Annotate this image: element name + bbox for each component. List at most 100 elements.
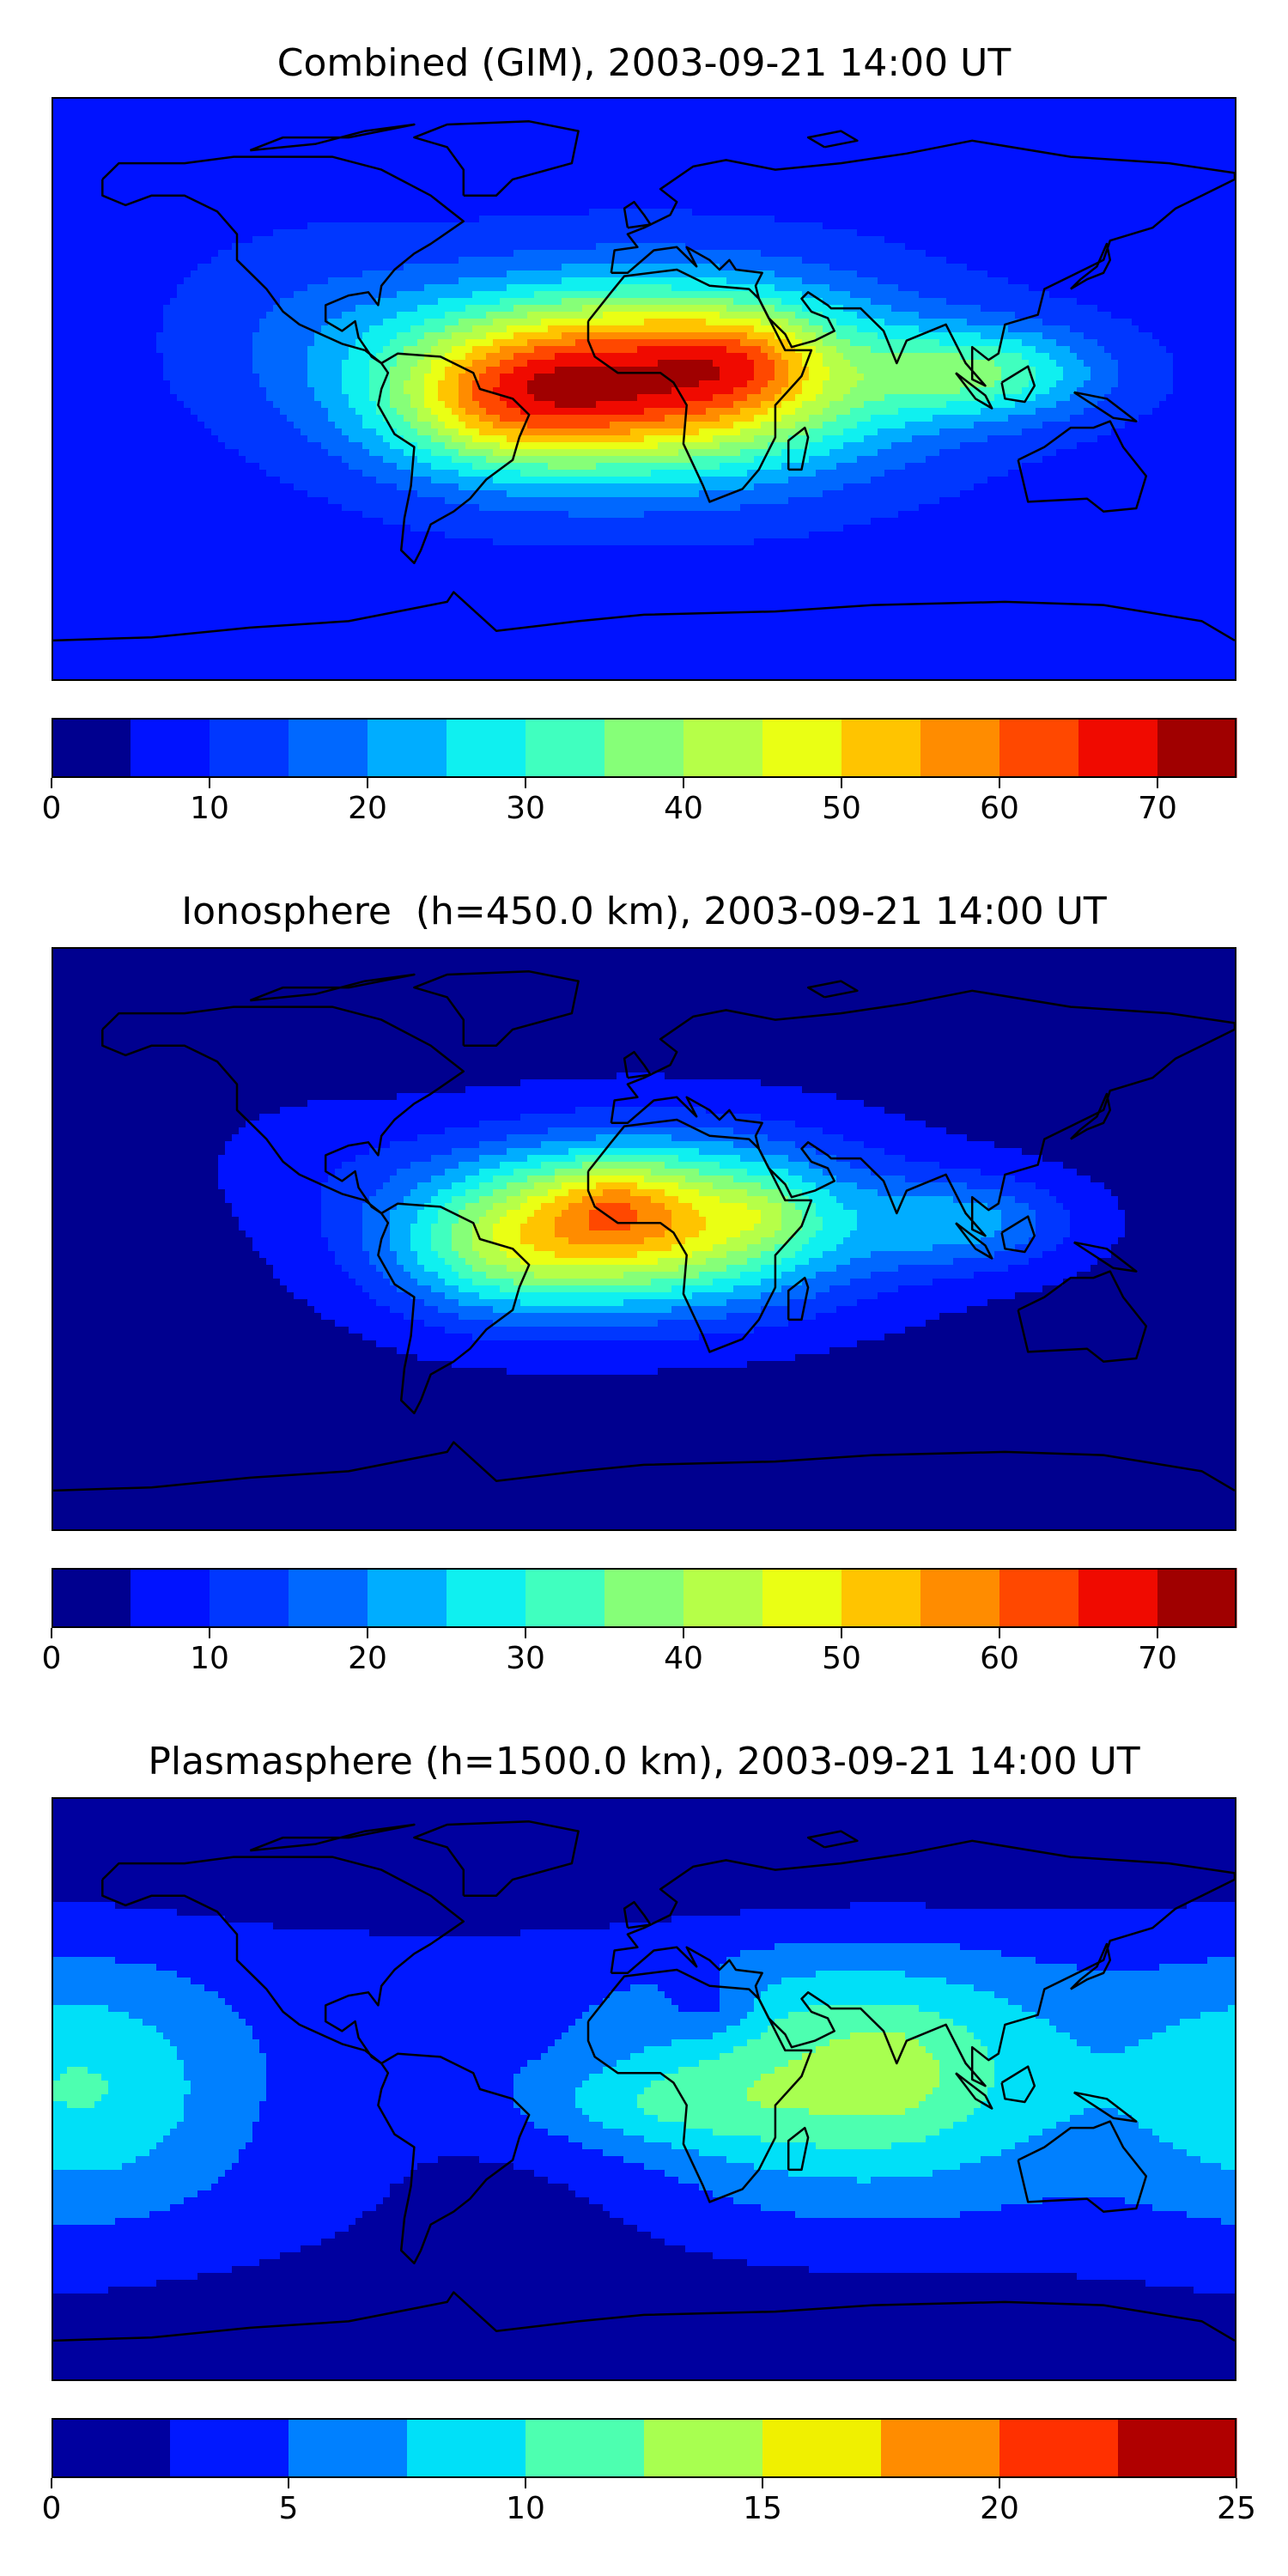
coastline	[413, 120, 580, 197]
colorbar-tick-label: 20	[980, 2494, 1019, 2524]
coastline	[610, 1839, 1235, 2087]
coastline	[1073, 1241, 1138, 1273]
coastline	[101, 1005, 465, 1215]
coastline	[1000, 1215, 1036, 1254]
colorbar-segment	[762, 1568, 842, 1628]
coastline	[610, 139, 1235, 387]
map-combined	[52, 97, 1236, 681]
coastline	[1073, 2091, 1138, 2123]
colorbar-ionosphere: 0 10 20 30 40 50 60 70	[42, 1568, 1237, 1674]
colorbar-segment	[1078, 718, 1158, 778]
coastline	[101, 155, 465, 365]
colorbar-frame	[52, 718, 1236, 778]
coastline	[1017, 2120, 1148, 2213]
colorbar-segment	[920, 1568, 1000, 1628]
colorbar-tick-label: 70	[1138, 1643, 1177, 1674]
colorbar-segment	[644, 2418, 763, 2478]
coastline	[787, 2126, 810, 2172]
map-ionosphere	[52, 947, 1236, 1531]
colorbar-segment	[841, 718, 921, 778]
colorbar-frame	[52, 1568, 1236, 1628]
colorbar-tick-label: 60	[980, 1643, 1019, 1674]
colorbar-svg	[51, 718, 1237, 788]
coastline	[806, 1830, 859, 1849]
contour-field	[53, 99, 1235, 679]
coastlines	[53, 1820, 1235, 2342]
colorbar-segment	[526, 1568, 605, 1628]
coastline	[1070, 1942, 1112, 1990]
coastlines	[53, 120, 1235, 642]
coastline	[101, 1856, 465, 2065]
map-plasmasphere	[52, 1797, 1236, 2381]
colorbar-segment	[999, 2418, 1119, 2478]
colorbar-segment	[526, 718, 605, 778]
colorbar-segment	[1118, 2418, 1237, 2478]
colorbar-segment	[762, 718, 842, 778]
colorbar-tick-label: 10	[506, 2494, 545, 2524]
panel-title-ionosphere: Ionosphere (h=450.0 km), 2003-09-21 14:0…	[0, 893, 1288, 931]
colorbar-segment	[407, 2418, 526, 2478]
coastline	[623, 1900, 652, 1929]
colorbar-tick-label: 60	[980, 793, 1019, 824]
colorbar-segment	[683, 1568, 763, 1628]
panel-title-plasmasphere: Plasmasphere (h=1500.0 km), 2003-09-21 1…	[0, 1743, 1288, 1781]
coastline	[955, 372, 993, 410]
colorbar-tick-label: 40	[664, 1643, 703, 1674]
colorbar-segment	[881, 2418, 1000, 2478]
coastline	[586, 268, 813, 503]
colorbar-segment	[1078, 1568, 1158, 1628]
coastline	[53, 1441, 1235, 1492]
colorbar-segment	[52, 718, 131, 778]
colorbar-segment	[1157, 718, 1237, 778]
contour-field	[53, 1799, 1235, 2379]
colorbar-segment	[131, 1568, 210, 1628]
colorbar-tick-label: 50	[822, 1643, 861, 1674]
colorbar-svg	[51, 2418, 1237, 2488]
colorbar-segment	[289, 718, 368, 778]
colorbar-tick-label: 50	[822, 793, 861, 824]
colorbar-tick-label: 40	[664, 793, 703, 824]
coastline	[1000, 2065, 1036, 2104]
colorbar-tick-label: 15	[743, 2494, 782, 2524]
colorbar-tick-label: 20	[348, 1643, 387, 1674]
coastline	[610, 989, 1235, 1237]
colorbar-segment	[52, 2418, 171, 2478]
colorbar-segment	[447, 1568, 526, 1628]
panel-title-combined: Combined (GIM), 2003-09-21 14:00 UT	[0, 45, 1288, 82]
colorbar-segment	[605, 718, 684, 778]
colorbar-frame	[52, 2418, 1236, 2478]
colorbar-segment	[920, 718, 1000, 778]
coastline	[955, 2072, 993, 2110]
colorbar-segment	[368, 1568, 447, 1628]
coastline	[806, 980, 859, 999]
colorbar-tick-label: 0	[42, 2494, 62, 2524]
map-field-svg	[53, 1799, 1235, 2379]
colorbar-segment	[210, 718, 289, 778]
coastline	[377, 2052, 531, 2265]
colorbar-plasmasphere: 0 5 10 15 20 25	[42, 2418, 1256, 2524]
colorbar-segment	[170, 2418, 289, 2478]
colorbar-segment	[762, 2418, 882, 2478]
coastline	[623, 1050, 652, 1079]
colorbar-tick-label: 10	[190, 793, 229, 824]
coastline	[249, 973, 416, 1002]
contour-field	[53, 949, 1235, 1529]
colorbar-segment	[526, 2418, 645, 2478]
coastline	[586, 1118, 813, 1353]
colorbar-segment	[289, 2418, 408, 2478]
colorbar-tick-label: 30	[506, 1643, 545, 1674]
coastline	[53, 591, 1235, 642]
coastline	[377, 1202, 531, 1415]
colorbar-tick-label: 25	[1217, 2494, 1256, 2524]
coastline	[1070, 1092, 1112, 1140]
colorbar-tick-label: 30	[506, 793, 545, 824]
coastline	[1070, 242, 1112, 290]
coastline	[53, 2291, 1235, 2342]
coastline	[1017, 420, 1148, 513]
colorbar-segment	[447, 718, 526, 778]
colorbar-segment	[210, 1568, 289, 1628]
colorbar-segment	[841, 1568, 921, 1628]
colorbar-segment	[52, 1568, 131, 1628]
coastline	[249, 123, 416, 152]
coastline	[586, 1968, 813, 2203]
